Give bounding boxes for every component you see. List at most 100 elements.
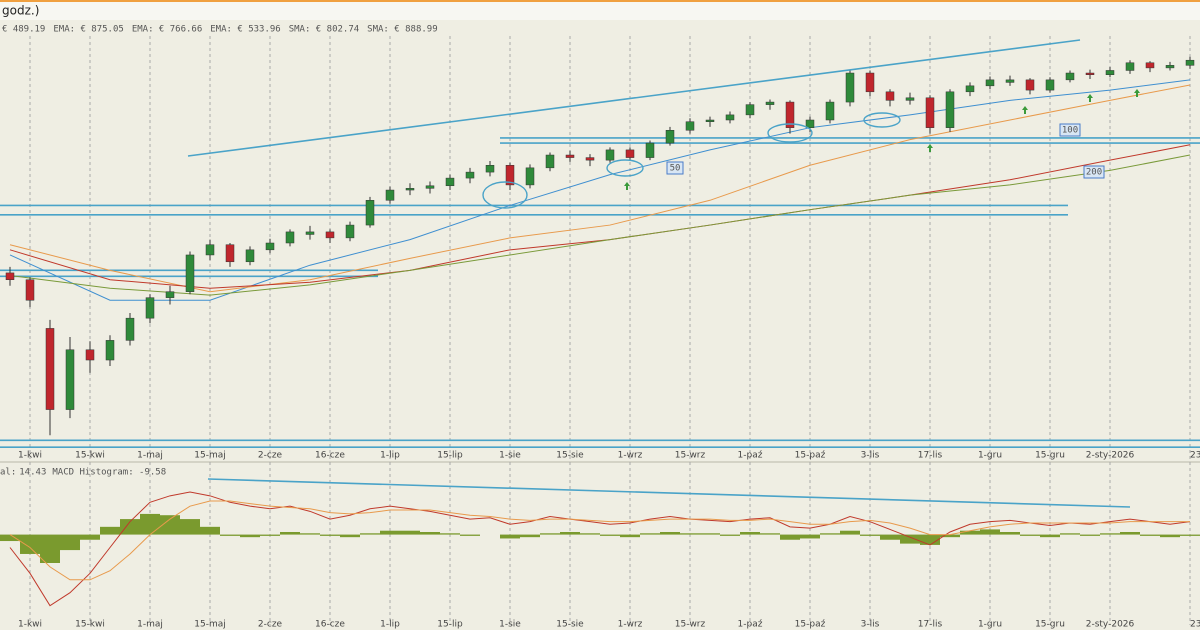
histogram-bar (880, 534, 900, 540)
legend-entry: SMA: € 802.74 (289, 25, 359, 35)
legend-entry: EMA: € 766.66 (132, 25, 202, 35)
candle-body (225, 244, 235, 263)
histogram-bar (280, 532, 300, 535)
candle-body (445, 177, 455, 187)
moving-average (9, 154, 1191, 296)
x-tick-label: 15-sie (556, 620, 584, 630)
arrow (1134, 89, 1140, 97)
candle-body (885, 91, 895, 101)
candle-body (925, 97, 935, 128)
candle-body (1045, 79, 1055, 91)
histogram-bar (440, 533, 460, 535)
histogram-bar (580, 533, 600, 535)
candle-body (1105, 70, 1115, 75)
candle-body (405, 188, 415, 191)
candle-body (125, 317, 135, 341)
moving-average (9, 84, 1191, 293)
x-tick-label: 15-sie (556, 451, 584, 461)
histogram-bar (100, 526, 120, 535)
candle-body (185, 254, 195, 292)
histogram-bar (120, 519, 140, 535)
histogram-bar (700, 533, 720, 535)
histogram-bar (680, 533, 700, 535)
candle-body (65, 349, 75, 410)
histogram-bar (980, 529, 1000, 535)
x-tick-label: 23-st (1190, 451, 1200, 461)
candle-body (5, 272, 15, 280)
x-tick-label: 3-lis (861, 620, 880, 630)
x-tick-label: 1-wrz (618, 620, 643, 630)
legend-entry: EMA: € 875.05 (53, 25, 123, 35)
candle-body (685, 121, 695, 131)
candle-body (45, 328, 55, 410)
candle-body (525, 167, 535, 186)
histogram-bar (940, 534, 960, 538)
histogram-bar (1120, 532, 1140, 535)
candle-body (285, 231, 295, 244)
candle-body (1165, 65, 1175, 69)
candle-body (905, 97, 915, 101)
x-tick-label: 17-lis (918, 620, 943, 630)
candle-body (825, 101, 835, 121)
candle-body (505, 165, 515, 186)
histogram-bar (240, 534, 260, 538)
x-tick-label: 17-lis (918, 451, 943, 461)
histogram-bar (1040, 534, 1060, 538)
histogram-bar (660, 532, 680, 535)
candle-body (865, 72, 875, 93)
histogram-bar (500, 534, 520, 539)
histogram-bar (960, 530, 980, 535)
histogram-bar (1180, 534, 1200, 536)
x-tick-label: 1-wrz (618, 451, 643, 461)
histogram-bar (600, 534, 620, 536)
candle-body (725, 114, 735, 121)
title: godz.) (2, 4, 39, 18)
macd-histogram-label: MACD Histogram: -9.58 (52, 468, 166, 478)
histogram-bar (800, 534, 820, 539)
histogram-bar (0, 534, 20, 542)
x-tick-label: 1-gru (978, 620, 1002, 630)
candle-body (545, 154, 555, 169)
histogram-bar (740, 532, 760, 535)
highlight-circle (482, 181, 528, 209)
arrow (1022, 106, 1028, 114)
candle-body (645, 142, 655, 158)
histogram-bar (620, 534, 640, 538)
title-bar (0, 2, 1200, 20)
histogram-bar (20, 534, 40, 554)
candle-body (425, 185, 435, 189)
histogram-bar (1140, 534, 1160, 536)
histogram-bar (1160, 534, 1180, 538)
candle-body (1145, 62, 1155, 69)
histogram-bar (820, 533, 840, 535)
candle-body (1185, 59, 1195, 66)
candle-body (1005, 79, 1015, 83)
macd-line (9, 491, 1191, 607)
x-tick-label: 15-wrz (675, 620, 706, 630)
candle-body (85, 349, 95, 361)
x-tick-label: 1-sie (499, 620, 521, 630)
x-tick-label: 15-lip (437, 620, 463, 630)
candle-body (385, 189, 395, 201)
candle-body (665, 130, 675, 144)
x-tick-label: 2-cze (258, 620, 283, 630)
annotation: 100 (1062, 126, 1078, 136)
highlight-circle (863, 112, 901, 128)
histogram-bar (560, 532, 580, 535)
macd-line (9, 500, 1190, 581)
histogram-bar (360, 533, 380, 535)
macd-label: al: (0, 468, 16, 478)
x-tick-label: 2-sty-2026 (1086, 451, 1135, 461)
x-tick-label: 15-paź (795, 451, 826, 461)
annotation-box (666, 161, 684, 175)
histogram-bar (80, 534, 100, 540)
x-tick-label: 16-cze (315, 620, 345, 630)
candle-body (1065, 72, 1075, 81)
histogram-bar (780, 534, 800, 540)
histogram-bar (260, 534, 280, 536)
x-tick-label: 1-maj (137, 451, 163, 461)
x-tick-label: 15-paź (795, 620, 826, 630)
candle-body (145, 297, 155, 319)
candle-body (1125, 62, 1135, 71)
